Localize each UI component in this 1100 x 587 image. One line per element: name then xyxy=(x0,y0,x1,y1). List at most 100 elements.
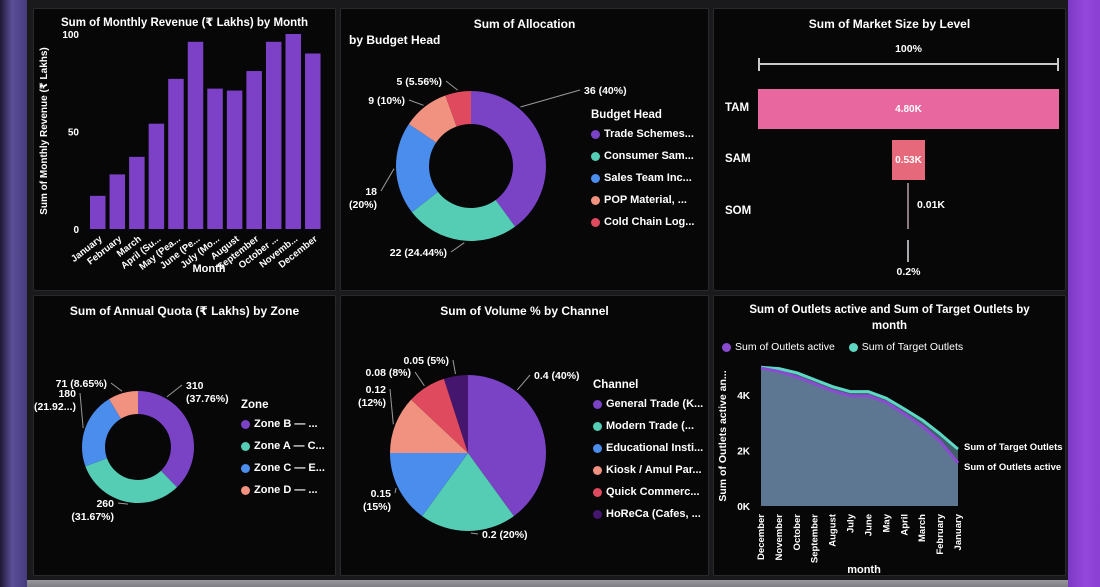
donut-slice-Zone C — E...[interactable] xyxy=(82,399,121,467)
legend-dot-icon xyxy=(591,129,600,139)
callout-leader xyxy=(389,388,394,425)
pie-slice-General Trade (K...[interactable] xyxy=(468,375,546,517)
funnel-top-percentage: 100% xyxy=(895,43,922,55)
callout-label: 36 (40%) xyxy=(584,85,627,97)
legend-item-Sum of Target Outlets[interactable]: Sum of Target Outlets xyxy=(848,341,964,353)
callout-label: 71 (8.65%) xyxy=(56,378,107,390)
legend-item-Modern Trade (...[interactable]: Modern Trade (... xyxy=(593,420,703,432)
bar-March[interactable] xyxy=(129,156,145,229)
bar-September[interactable] xyxy=(246,71,262,229)
desktop-left-strip xyxy=(0,0,27,587)
callout-leader xyxy=(516,374,531,391)
legend-label: Sum of Target Outlets xyxy=(861,341,964,353)
callout-leader xyxy=(470,532,479,535)
chart-title: Sum of Monthly Revenue (₹ Lakhs) by Mont… xyxy=(61,17,308,29)
bar-January[interactable] xyxy=(90,195,106,229)
bar-December[interactable] xyxy=(305,53,321,230)
callout-leader xyxy=(414,371,425,387)
donut-slice-Zone D — ...[interactable] xyxy=(109,391,138,419)
legend-dot-icon xyxy=(593,399,602,409)
donut-slice-Zone A — C...[interactable] xyxy=(85,458,177,503)
funnel-bar-zone: 0.53K xyxy=(758,140,1059,180)
series-line-active[interactable] xyxy=(760,366,960,464)
funnel-bar-tam[interactable]: 4.80K xyxy=(758,89,1059,129)
donut-slice-Consumer Sam...[interactable] xyxy=(411,191,516,242)
pie-slice-Educational Insti...[interactable] xyxy=(390,453,468,517)
bar-Novemb...[interactable] xyxy=(285,34,302,229)
donut-slice-POP Material, ...[interactable] xyxy=(408,95,457,143)
bar-May (Pea...[interactable] xyxy=(168,78,184,229)
legend-dot-icon xyxy=(241,485,250,495)
legend-item-HoReCa (Cafes, ...[interactable]: HoReCa (Cafes, ... xyxy=(593,508,703,520)
callout-label: 0.08 (8%) xyxy=(365,367,411,379)
y-axis-tick: 50 xyxy=(68,128,80,139)
x-axis-tick: November xyxy=(774,514,785,561)
donut-slice-Sales Team Inc...[interactable] xyxy=(396,124,438,213)
bar-August[interactable] xyxy=(226,90,243,229)
legend-item-Sales Team Inc...[interactable]: Sales Team Inc... xyxy=(591,172,694,184)
donut-slice-Trade Schemes...[interactable] xyxy=(471,91,546,227)
x-axis-tick: March xyxy=(917,514,928,542)
callout-leader xyxy=(110,382,123,392)
funnel-bar-sam[interactable]: 0.53K xyxy=(891,140,926,180)
x-axis-tick: April xyxy=(899,514,910,536)
funnel-bar-value: 0.53K xyxy=(895,154,922,166)
bar-February[interactable] xyxy=(109,174,126,229)
legend-item-Zone B — ...[interactable]: Zone B — ... xyxy=(241,418,325,430)
bar-July (Mo...[interactable] xyxy=(207,88,223,229)
callout-leader xyxy=(79,392,84,429)
legend-dot-icon xyxy=(593,509,602,519)
legend-outlets: Sum of Outlets active Sum of Target Outle… xyxy=(722,341,963,353)
y-axis-label: Sum of Monthly Revenue (₹ Lakhs) xyxy=(39,47,50,215)
legend-item-Consumer Sam...[interactable]: Consumer Sam... xyxy=(591,150,694,162)
legend-item-Kiosk / Amul Par...[interactable]: Kiosk / Amul Par... xyxy=(593,464,703,476)
x-axis-label: Month xyxy=(193,263,226,275)
area-fill-active xyxy=(761,368,958,506)
legend-dot-icon xyxy=(591,151,600,161)
legend-label: Zone C — E... xyxy=(254,462,325,474)
series-line-target[interactable] xyxy=(760,365,959,451)
legend-label: Kiosk / Amul Par... xyxy=(606,464,702,476)
desktop-right-strip xyxy=(1068,0,1100,587)
legend-item-Zone C — E...[interactable]: Zone C — E... xyxy=(241,462,325,474)
chart-title: Sum of Allocation xyxy=(473,17,576,31)
pie-slice-HoReCa (Cafes, ...[interactable] xyxy=(443,375,468,453)
donut-slice-Zone B — ...[interactable] xyxy=(138,391,194,488)
pie-slice-Kiosk / Amul Par...[interactable] xyxy=(390,399,468,453)
legend-item-Quick Commerc...[interactable]: Quick Commerc... xyxy=(593,486,703,498)
legend-item-Cold Chain Log...[interactable]: Cold Chain Log... xyxy=(591,216,694,228)
legend-item-Trade Schemes...[interactable]: Trade Schemes... xyxy=(591,128,694,140)
legend-dot-icon xyxy=(593,443,602,453)
legend-item-Educational Insti...[interactable]: Educational Insti... xyxy=(593,442,703,454)
legend-item-General Trade (K...[interactable]: General Trade (K... xyxy=(593,398,703,410)
legend-dot-icon xyxy=(593,487,602,497)
donut-slice-Cold Chain Log...[interactable] xyxy=(445,91,471,127)
tile-allocation: Sum of Allocation by Budget Head 36 (40%… xyxy=(340,8,709,291)
area-chart-svg: 0K 2K 4K Sum of Outlets active an... Decembe… xyxy=(717,365,1063,575)
funnel-bar-value: 4.80K xyxy=(895,103,922,115)
legend-label: Cold Chain Log... xyxy=(604,216,695,228)
funnel-som-stem xyxy=(907,183,909,229)
legend-item-Sum of Outlets active[interactable]: Sum of Outlets active xyxy=(722,341,835,353)
pie-slice-Modern Trade (...[interactable] xyxy=(422,453,514,531)
window-bottom-edge xyxy=(27,580,1068,587)
y-axis-tick: 100 xyxy=(62,30,79,41)
bar-April (Su...[interactable] xyxy=(148,123,165,229)
legend-item-Zone D — ...[interactable]: Zone D — ... xyxy=(241,484,325,496)
callout-label: 9 (10%) xyxy=(368,95,405,107)
tile-outlets: Sum of Outlets active and Sum of Target … xyxy=(713,295,1066,576)
legend-dot-icon xyxy=(241,419,250,429)
legend-label: HoReCa (Cafes, ... xyxy=(606,508,701,520)
legend-label: Quick Commerc... xyxy=(606,486,700,498)
y-axis-tick: 0K xyxy=(737,502,751,513)
pie-chart-svg: 0.4 (40%) 0.2 (20%) 0.15 (15%) 0.12 (12%) 0.08… xyxy=(358,355,580,541)
dashboard-canvas: Sum of Monthly Revenue (₹ Lakhs) by Mont… xyxy=(27,0,1068,580)
x-axis-tick: February xyxy=(935,513,946,554)
legend-item-Zone A — C...[interactable]: Zone A — C... xyxy=(241,440,325,452)
legend-item-POP Material, ...[interactable]: POP Material, ... xyxy=(591,194,694,206)
pie-slice-Quick Commerc...[interactable] xyxy=(411,378,468,453)
bar-June (Pe...[interactable] xyxy=(187,41,204,229)
chart-subtitle: by Budget Head xyxy=(349,33,441,47)
legend-label: POP Material, ... xyxy=(604,194,687,206)
bar-October ...[interactable] xyxy=(265,41,282,229)
